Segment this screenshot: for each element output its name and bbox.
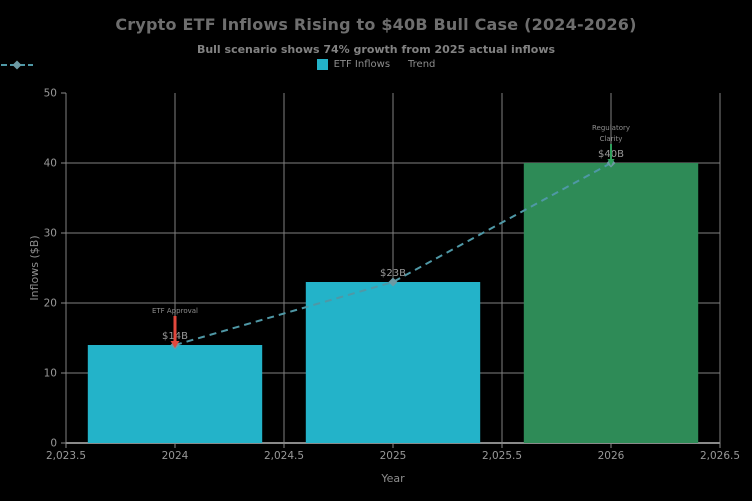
annotation-text-regulatory-clarity: Clarity [600,135,623,143]
bar-2025 [305,282,481,443]
y-tick-label-40: 40 [44,158,57,170]
annotation-text-etf-approval: ETF Approval [152,307,198,315]
chart-legend: ETF Inflows Trend [0,59,752,70]
legend-label-etf-inflows: ETF Inflows [333,59,391,70]
x-tick-label-2,026.5: 2,026.5 [700,450,740,462]
x-tick-label-2026: 2026 [598,450,625,462]
x-tick-label-2025: 2025 [380,450,407,462]
legend-label-trend: Trend [408,59,436,70]
bar-2024 [87,345,263,443]
legend-item-etf-inflows[interactable]: ETF Inflows [316,59,391,70]
y-tick-label-0: 0 [50,438,57,450]
x-tick-label-2,023.5: 2,023.5 [46,450,86,462]
annotation-text-regulatory-clarity: Regulatory [592,124,630,132]
x-axis-title: Year [380,472,405,485]
y-tick-label-20: 20 [44,298,57,310]
chart-subtitle: Bull scenario shows 74% growth from 2025… [196,43,556,56]
x-tick-label-2024: 2024 [162,450,189,462]
trend-line-swatch-icon [1,60,33,70]
trend-marker-2025 [388,277,398,287]
x-tick-label-2,024.5: 2,024.5 [264,450,304,462]
y-tick-label-30: 30 [44,228,57,240]
y-axis-title: Inflows ($B) [28,235,41,300]
y-tick-label-10: 10 [44,368,57,380]
bar-swatch-icon [316,59,328,70]
legend-item-trend[interactable]: Trend [1,59,436,70]
value-label-2025: $23B [380,268,406,279]
bar-2026 [523,163,699,443]
x-tick-label-2,025.5: 2,025.5 [482,450,522,462]
y-tick-label-50: 50 [44,88,57,100]
trend-line [174,162,612,346]
annotation-arrow-head-regulatory-clarity [607,159,615,166]
page-title: Crypto ETF Inflows Rising to $40B Bull C… [115,15,637,34]
annotation-arrow-head-etf-approval [170,341,180,348]
